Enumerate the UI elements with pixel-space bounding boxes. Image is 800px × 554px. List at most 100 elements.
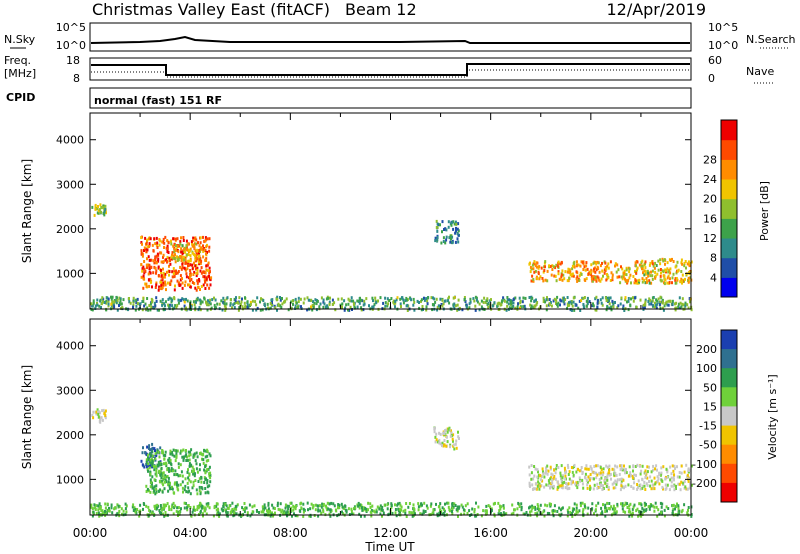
echo-cell (163, 241, 166, 245)
echo-cell (135, 301, 138, 305)
echo-cell (596, 464, 599, 468)
echo-cell (141, 242, 143, 246)
echo-cell (390, 505, 393, 509)
echo-cell (394, 301, 397, 305)
echo-cell (629, 474, 632, 477)
echo-cell (191, 244, 194, 248)
echo-cell (575, 511, 578, 515)
echo-cell (274, 306, 277, 310)
colorbar-swatch (721, 218, 737, 239)
echo-cell (120, 302, 123, 306)
echo-cell (632, 469, 634, 473)
echo-cell (297, 296, 300, 300)
echo-cell (276, 295, 279, 299)
echo-cell (165, 464, 168, 468)
echo-cell (546, 298, 549, 302)
echo-cell (92, 416, 95, 420)
echo-cell (601, 510, 604, 514)
echo-cell (492, 502, 495, 506)
echo-cell (165, 258, 168, 262)
echo-cell (171, 270, 174, 274)
echo-cell (175, 473, 178, 477)
echo-cell (513, 508, 516, 512)
echo-cell (549, 504, 552, 508)
echo-cell (171, 451, 173, 454)
echo-cell (119, 299, 122, 303)
echo-cell (619, 281, 622, 285)
echo-cell (312, 504, 315, 508)
echo-cell (186, 508, 189, 512)
echo-cell (176, 237, 179, 241)
echo-cell (176, 473, 179, 476)
echo-cell (638, 464, 641, 468)
echo-cell (423, 296, 425, 300)
echo-cell (554, 477, 557, 481)
echo-cell (309, 507, 312, 511)
echo-cell (148, 245, 151, 248)
echo-cell (191, 242, 194, 246)
echo-cell (416, 299, 419, 303)
echo-cell (375, 301, 378, 305)
echo-cell (560, 512, 563, 516)
echo-cell (307, 508, 309, 512)
echo-cell (671, 464, 674, 468)
echo-cell (291, 514, 293, 518)
echo-cell (175, 272, 178, 275)
echo-cell (646, 483, 649, 487)
echo-cell (629, 273, 632, 277)
echo-cell (602, 274, 604, 278)
echo-cell (185, 239, 188, 243)
echo-cell (592, 304, 595, 308)
echo-cell (191, 267, 194, 271)
echo-cell (175, 255, 178, 259)
echo-cell (508, 306, 511, 310)
echo-cell (106, 296, 109, 300)
echo-cell (577, 510, 579, 514)
echo-cell (150, 258, 153, 262)
echo-cell (562, 300, 565, 304)
echo-cell (661, 502, 664, 506)
echo-cell (235, 296, 237, 300)
echo-cell (162, 237, 165, 241)
echo-cell (168, 457, 171, 460)
echo-cell (433, 297, 436, 301)
echo-cell (187, 264, 189, 267)
echo-cell (683, 503, 686, 507)
echo-cell (237, 308, 240, 312)
echo-cell (453, 302, 456, 306)
echo-cell (596, 482, 599, 486)
echo-cell (193, 282, 196, 285)
echo-cell (646, 476, 649, 480)
echo-cell (177, 488, 180, 492)
echo-cell (417, 502, 420, 506)
echo-cell (200, 247, 203, 251)
echo-cell (145, 463, 148, 466)
echo-cell (160, 506, 163, 510)
echo-cell (165, 504, 168, 508)
echo-cell (580, 272, 583, 276)
echo-cell (643, 273, 646, 277)
echo-cell (199, 308, 202, 312)
echo-cell (163, 503, 166, 507)
echo-cell (92, 510, 95, 514)
echo-cell (671, 257, 673, 261)
echo-cell (203, 297, 206, 301)
colorbar-tick-label: 100 (696, 362, 717, 375)
echo-cell (581, 510, 584, 514)
echo-cell (122, 298, 125, 302)
echo-cell (333, 301, 336, 305)
echo-region (528, 260, 618, 283)
echo-cell (512, 511, 515, 515)
echo-cell (171, 304, 174, 308)
echo-cell (133, 506, 136, 510)
echo-cell (142, 446, 144, 450)
echo-cell (562, 273, 565, 277)
echo-cell (594, 266, 597, 270)
echo-cell (644, 270, 647, 273)
echo-cell (151, 450, 154, 454)
echo-cell (622, 509, 625, 513)
echo-cell (662, 259, 665, 263)
echo-cell (608, 302, 611, 306)
echo-cell (163, 302, 166, 306)
echo-cell (224, 305, 227, 309)
